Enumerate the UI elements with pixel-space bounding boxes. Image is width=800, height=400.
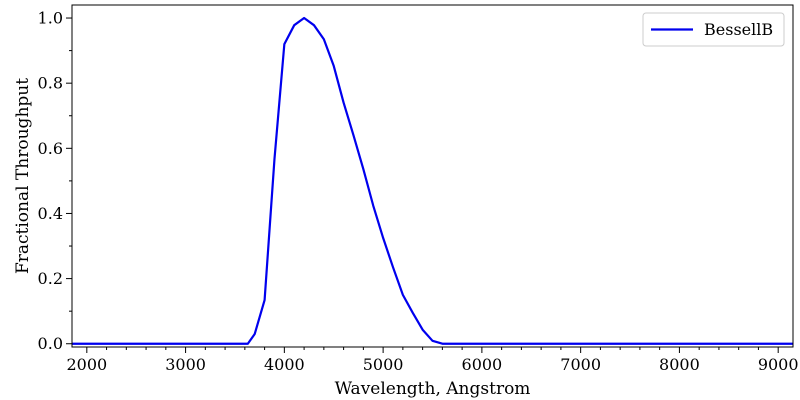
x-tick-label: 2000	[66, 355, 107, 374]
x-axis-label: Wavelength, Angstrom	[335, 379, 531, 399]
series-line-bessellb	[72, 16, 793, 345]
legend: BessellB	[642, 12, 785, 47]
x-tick-label: 3000	[165, 355, 206, 374]
x-tick-label: 8000	[659, 355, 700, 374]
y-tick-label: 0.8	[38, 74, 63, 93]
y-axis-ticks: 0.0 0.2 0.4 0.6 0.8 1.0	[38, 9, 72, 353]
x-axis-ticks: 2000 3000 4000 5000 6000 7000 8000 9000	[66, 347, 799, 374]
y-tick-label: 0.6	[38, 139, 63, 158]
x-tick-label: 5000	[363, 355, 404, 374]
y-tick-label: 1.0	[38, 9, 63, 28]
plot-area-frame	[71, 4, 794, 348]
y-axis-label: Fractional Throughput	[13, 78, 33, 274]
y-tick-label: 0.0	[38, 334, 63, 353]
y-tick-label: 0.2	[38, 269, 63, 288]
x-tick-label: 6000	[462, 355, 503, 374]
y-tick-label: 0.4	[38, 204, 63, 223]
legend-label-bessellb: BessellB	[704, 20, 773, 39]
x-tick-label: 4000	[264, 355, 305, 374]
x-tick-label: 9000	[758, 355, 799, 374]
x-tick-label: 7000	[560, 355, 601, 374]
legend-box	[642, 12, 785, 47]
